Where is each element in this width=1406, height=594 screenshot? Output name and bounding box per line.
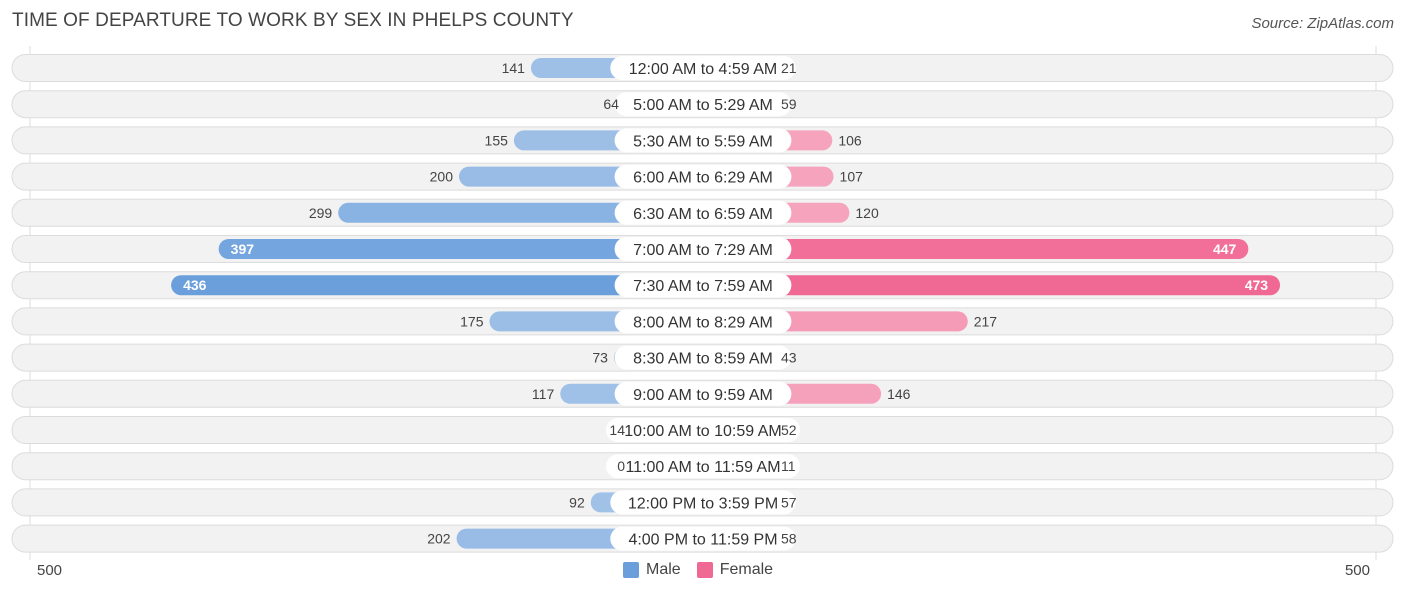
value-label-female: 21 [781, 60, 797, 76]
category-label-bg [614, 309, 792, 334]
axis-right-label: 500 [1344, 562, 1370, 579]
bar-male [218, 239, 703, 259]
category-label-bg [606, 454, 800, 479]
category-label-bg [610, 56, 796, 80]
legend-label-female: Female [719, 561, 774, 578]
legend-swatch-female [696, 562, 713, 578]
value-label-male: 14 [609, 422, 625, 438]
value-label-male: 73 [592, 350, 608, 366]
value-label-male: 155 [485, 132, 509, 148]
category-label-bg [610, 526, 796, 551]
value-label-male: 397 [231, 241, 255, 257]
category-label-bg [614, 92, 792, 117]
category-label-bg [614, 164, 792, 189]
category-label: 4:00 PM to 11:59 PM [628, 532, 777, 549]
value-label-male: 175 [460, 313, 484, 329]
legend-item-male[interactable]: Male [623, 561, 681, 579]
chart-canvas: 12:00 AM to 4:59 AM 141 21 5:00 AM to 5:29 … [11, 46, 1394, 560]
value-label-male: 64 [603, 96, 619, 112]
value-label-female: 52 [781, 422, 797, 438]
category-label: 5:00 AM to 5:29 AM [633, 97, 773, 114]
legend-label-male: Male [646, 561, 681, 578]
value-label-female: 57 [781, 494, 797, 510]
value-label-female: 473 [1245, 277, 1269, 293]
value-label-male: 299 [309, 205, 333, 221]
category-label: 6:00 AM to 6:29 AM [633, 170, 773, 187]
bar-male [338, 202, 703, 223]
value-label-female: 43 [781, 350, 797, 366]
category-label: 12:00 AM to 4:59 AM [629, 61, 778, 78]
category-label: 8:00 AM to 8:29 AM [633, 314, 773, 331]
value-label-female: 146 [887, 386, 911, 402]
category-label: 6:30 AM to 6:59 AM [633, 206, 773, 223]
legend-item-female[interactable]: Female [696, 561, 774, 579]
category-label-bg [614, 200, 792, 225]
value-label-female: 11 [781, 458, 796, 474]
value-label-male: 92 [569, 494, 585, 510]
category-label-bg [610, 490, 796, 515]
category-label: 7:30 AM to 7:59 AM [633, 278, 773, 295]
source-label: Source: ZipAtlas.com [1251, 15, 1394, 32]
legend: Male Female [623, 561, 789, 579]
value-label-male: 436 [183, 277, 207, 293]
value-label-female: 107 [840, 169, 864, 185]
value-label-male: 117 [532, 386, 555, 402]
value-label-female: 59 [781, 96, 797, 112]
category-label-bg [614, 237, 792, 261]
category-label-bg [606, 418, 800, 442]
category-label-bg [614, 345, 792, 370]
value-label-male: 141 [502, 60, 526, 76]
category-label: 10:00 AM to 10:59 AM [624, 423, 781, 440]
value-label-male: 202 [427, 531, 451, 547]
category-label-bg [614, 273, 792, 298]
value-label-male: 0 [617, 458, 625, 474]
bar-male [171, 275, 703, 296]
value-label-female: 120 [855, 205, 879, 221]
category-label: 7:00 AM to 7:29 AM [633, 242, 773, 259]
category-label: 11:00 AM to 11:59 AM [625, 459, 780, 476]
category-label-bg [614, 381, 792, 406]
category-label: 5:30 AM to 5:59 AM [633, 133, 773, 150]
category-label: 12:00 PM to 3:59 PM [628, 495, 778, 512]
bar-female [703, 239, 1249, 259]
axis-left-label: 500 [37, 562, 63, 579]
bar-female [703, 275, 1281, 296]
value-label-female: 106 [838, 132, 862, 148]
category-label-bg [614, 128, 792, 153]
value-label-male: 200 [430, 169, 454, 185]
value-label-female: 217 [974, 313, 998, 329]
value-label-female: 447 [1213, 241, 1237, 257]
category-label: 9:00 AM to 9:59 AM [633, 387, 773, 404]
category-label: 8:30 AM to 8:59 AM [633, 351, 773, 368]
value-label-female: 58 [781, 531, 797, 547]
chart-title: TIME OF DEPARTURE TO WORK BY SEX IN PHEL… [12, 10, 574, 31]
legend-swatch-male [623, 562, 639, 578]
